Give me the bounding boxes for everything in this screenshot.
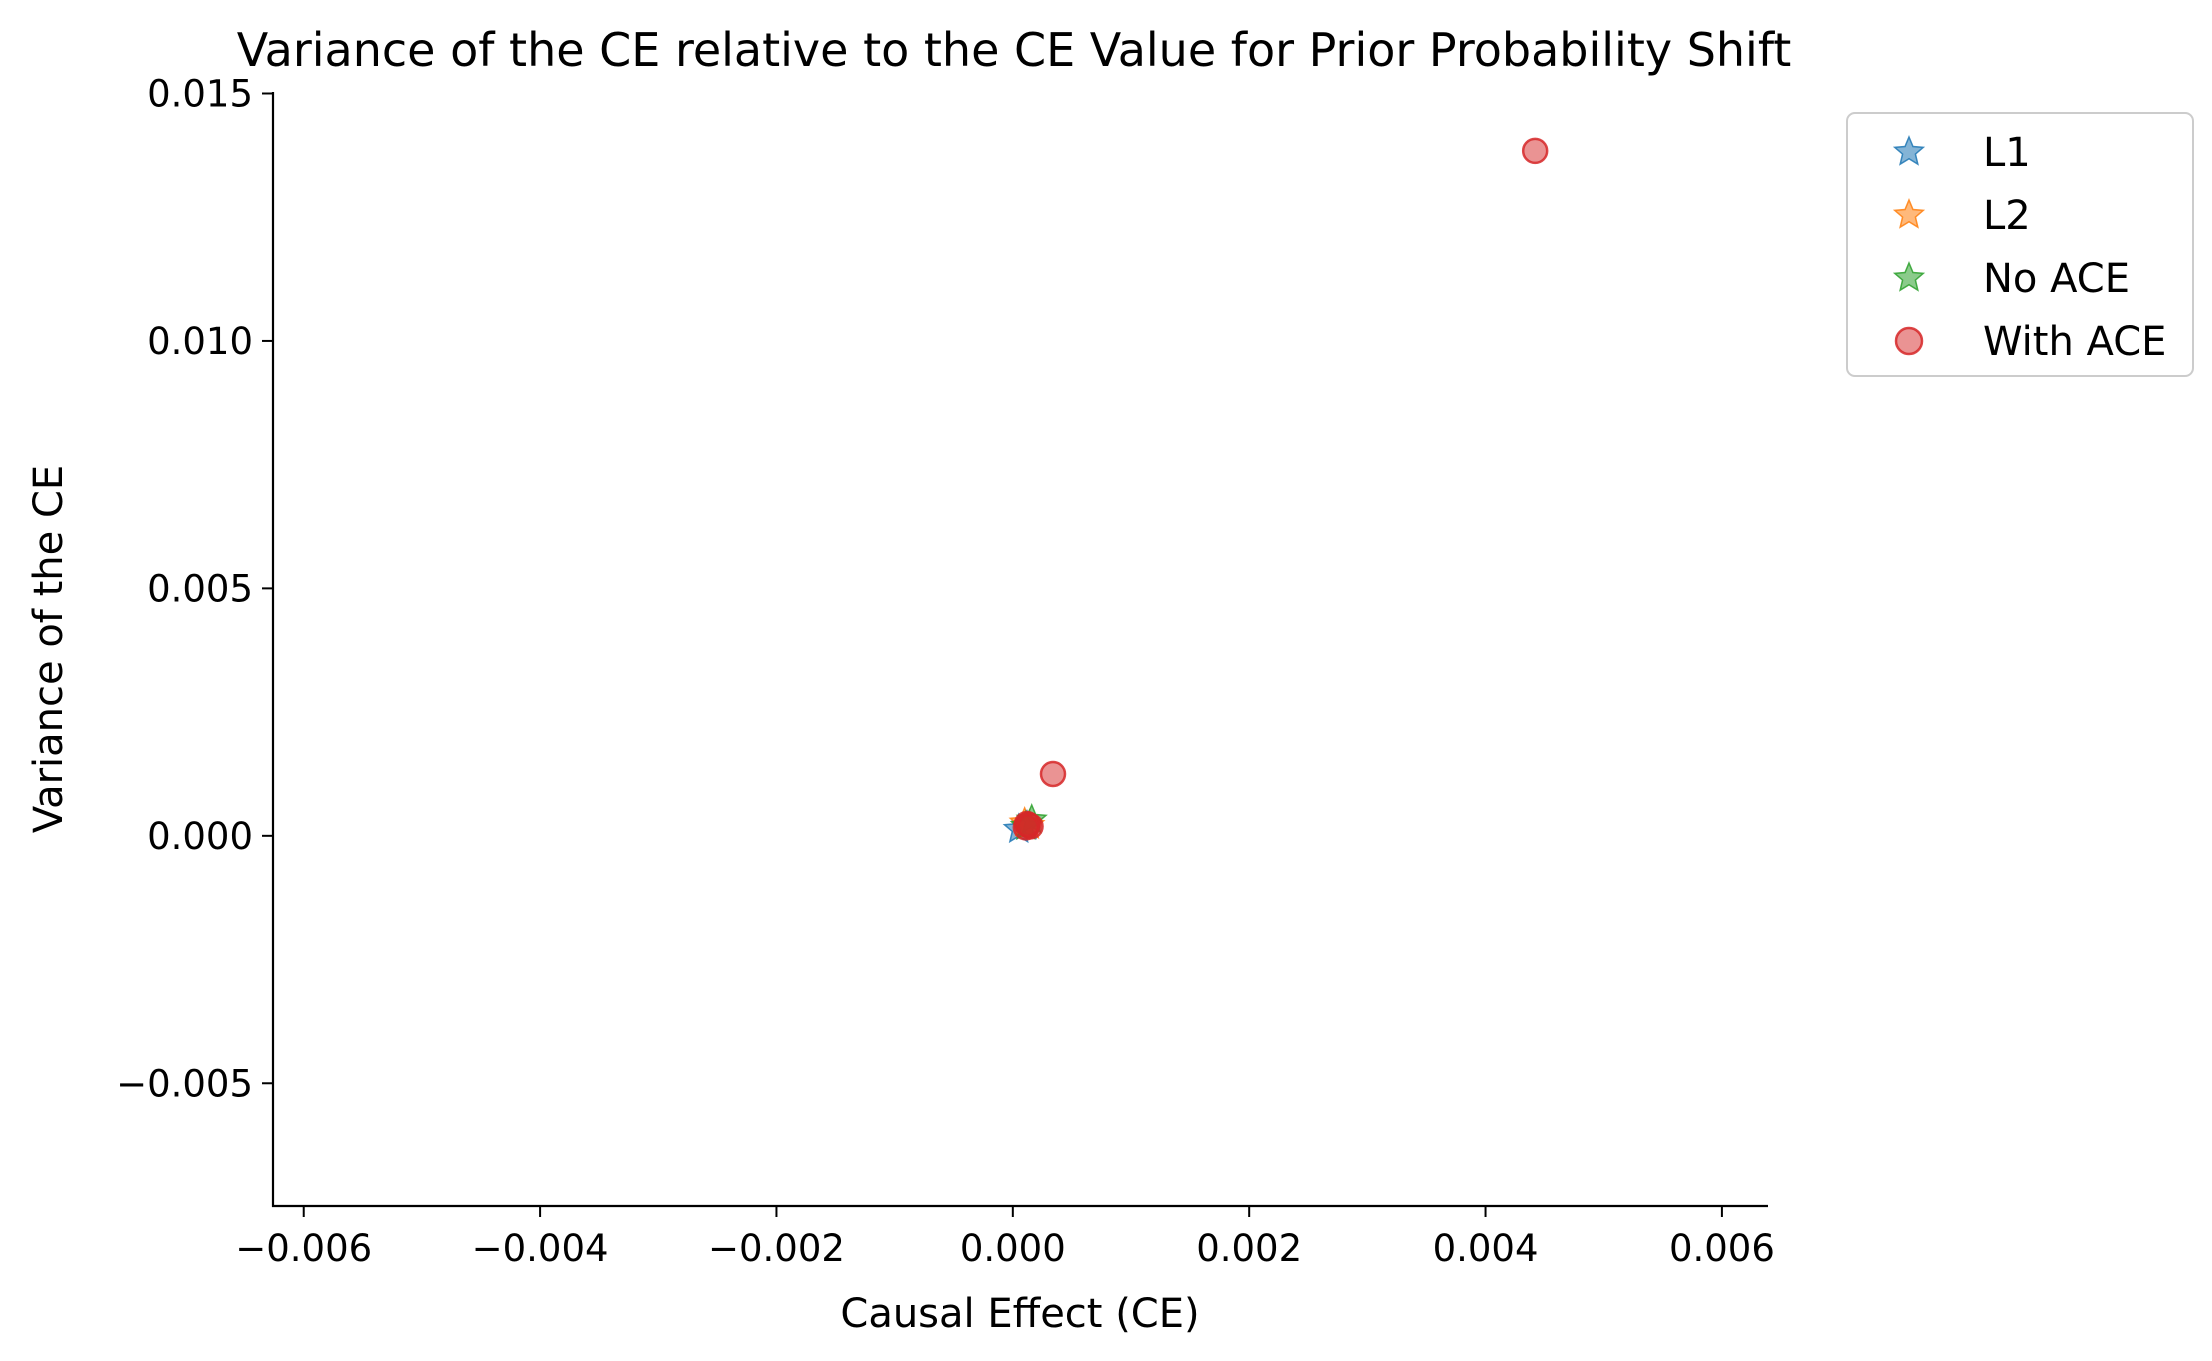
legend: L1 L2 No ACE With ACE [1846, 112, 2194, 377]
legend-items: L1 L2 No ACE With ACE [1892, 130, 2166, 365]
legend-label-no-ace: No ACE [1983, 256, 2130, 302]
data-points [1002, 137, 1549, 844]
x-tick-label: 0.002 [1196, 1227, 1302, 1270]
y-tick-label: 0.000 [147, 815, 253, 858]
y-axis-ticks: −0.005 0.000 0.005 0.010 0.015 [116, 72, 273, 1105]
legend-frame [1846, 112, 2194, 377]
legend-label-with-ace: With ACE [1983, 319, 2166, 365]
x-tick-label: 0.004 [1433, 1227, 1539, 1270]
data-point-with-ace [1039, 760, 1067, 788]
legend-marker-with-ace [1894, 326, 1924, 356]
y-tick-label: −0.005 [116, 1062, 253, 1105]
y-tick-label: 0.005 [147, 567, 253, 610]
x-tick-label: 0.000 [960, 1227, 1066, 1270]
x-axis-ticks: −0.006 −0.004 −0.002 0.000 0.002 0.004 0.006 [235, 1206, 1775, 1270]
legend-marker-l1 [1892, 135, 1926, 166]
legend-marker-no-ace [1892, 261, 1926, 292]
y-axis-label: Variance of the CE [26, 465, 72, 833]
x-tick-label: −0.002 [708, 1227, 845, 1270]
x-tick-label: −0.004 [472, 1227, 609, 1270]
legend-marker-l2 [1892, 198, 1926, 229]
data-point-with-ace [1013, 810, 1041, 838]
y-tick-label: 0.010 [147, 320, 253, 363]
chart-title: Variance of the CE relative to the CE Va… [237, 23, 1792, 77]
data-point-with-ace [1521, 137, 1549, 165]
x-axis-label: Causal Effect (CE) [840, 1291, 1199, 1337]
y-tick-label: 0.015 [147, 72, 253, 115]
x-tick-label: 0.006 [1669, 1227, 1775, 1270]
plot-area: −0.006 −0.004 −0.002 0.000 0.002 0.004 0.006 −… [116, 72, 1775, 1270]
legend-label-l2: L2 [1983, 193, 2031, 239]
x-tick-label: −0.006 [235, 1227, 372, 1270]
legend-label-l1: L1 [1983, 130, 2031, 176]
